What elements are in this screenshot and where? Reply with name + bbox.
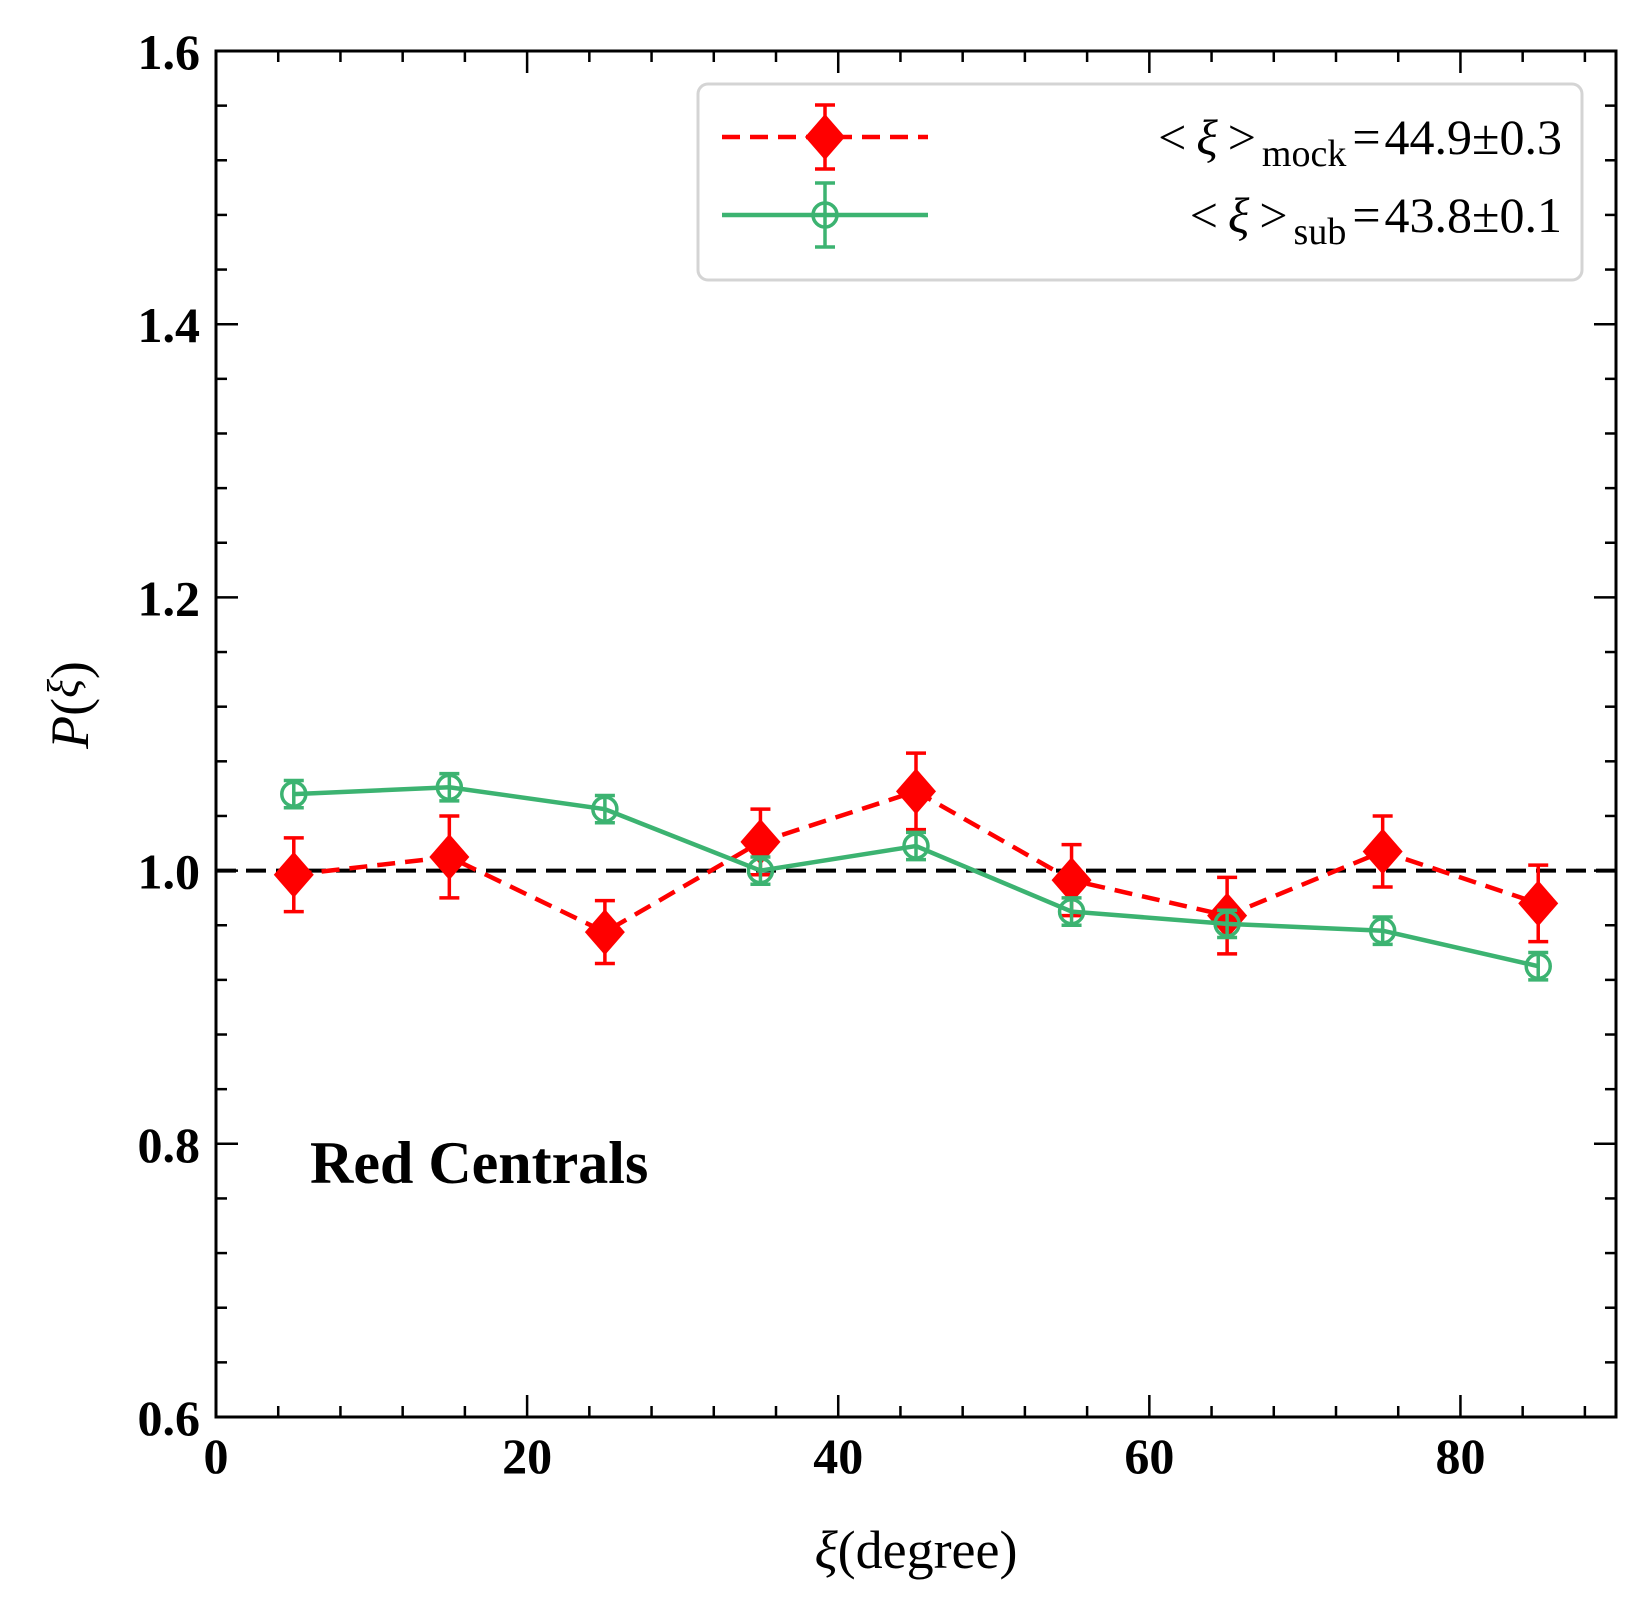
legend-label-part: < — [1158, 109, 1186, 165]
legend-label-part: < — [1190, 187, 1218, 243]
data-point-sub — [746, 856, 775, 885]
y-tick-label: 1.4 — [138, 297, 201, 353]
y-axis-close-paren: ) — [40, 661, 100, 679]
legend-item-mock: < ξ > mock =44.9±0.3 — [722, 103, 1562, 175]
series-sub — [280, 771, 1552, 982]
x-tick-label: 0 — [204, 1428, 229, 1484]
data-point-sub — [435, 773, 464, 802]
legend-label-part: mock — [1262, 133, 1346, 175]
legend-box — [696, 82, 1584, 282]
x-axis-title: ξ(degree) — [815, 1520, 1018, 1580]
data-point-mock — [896, 768, 936, 815]
data-point-sub — [280, 780, 308, 808]
legend-label-part: = — [1352, 187, 1380, 243]
data-point-mock — [584, 909, 625, 956]
y-axis-arg: ξ — [39, 679, 88, 698]
legend-marker-sub — [811, 201, 839, 229]
data-point-sub — [591, 795, 619, 823]
data-point-sub — [1213, 910, 1241, 938]
legend-label-part: 0.3 — [1500, 109, 1563, 165]
y-tick-label: 0.8 — [138, 1117, 201, 1173]
legend: < ξ > mock =44.9±0.3< ξ > sub =43.8±0.1 — [696, 82, 1584, 282]
legend-label-part: sub — [1294, 211, 1347, 253]
series-layer — [273, 751, 1559, 982]
data-point-sub — [1368, 916, 1397, 945]
legend-marker-mock — [805, 114, 845, 160]
legend-label-part: 0.1 — [1500, 187, 1563, 243]
legend-label-part: ξ — [1228, 187, 1250, 243]
legend-label-part: > — [1259, 187, 1287, 243]
y-axis-func: P — [40, 716, 100, 750]
x-tick-label: 80 — [1435, 1428, 1485, 1484]
x-tick-label: 20 — [502, 1428, 552, 1484]
data-point-mock — [740, 818, 781, 865]
y-axis-open-paren: ( — [40, 698, 100, 716]
minor-ticks — [216, 51, 1616, 1417]
legend-label-part: ± — [1472, 109, 1499, 165]
data-point-mock — [429, 833, 470, 880]
legend-label-sub: < ξ > sub =43.8±0.1 — [1190, 187, 1562, 253]
y-tick-label: 1.0 — [138, 844, 201, 900]
legend-label-part: = — [1352, 109, 1380, 165]
data-point-sub — [902, 832, 930, 860]
series-mock — [273, 751, 1559, 966]
legend-label-part: > — [1228, 109, 1256, 165]
y-tick-label: 0.6 — [138, 1390, 201, 1446]
y-axis-title: P(ξ) — [39, 661, 100, 750]
y-tick-labels: 0.6 0.8 1.0 1.2 1.4 1.6 — [138, 24, 201, 1446]
legend-label-mock: < ξ > mock =44.9±0.3 — [1158, 109, 1562, 175]
data-point-sub — [1524, 952, 1552, 980]
x-tick-label: 60 — [1124, 1428, 1174, 1484]
legend-item-sub: < ξ > sub =43.8±0.1 — [722, 181, 1562, 253]
data-point-mock — [1518, 880, 1559, 927]
panel-annotation: Red Centrals — [310, 1130, 648, 1196]
data-point-mock — [1051, 857, 1092, 904]
data-point-mock — [1362, 828, 1403, 875]
x-axis-symbol: ξ — [815, 1520, 839, 1580]
x-axis-unit: (degree) — [838, 1520, 1018, 1580]
x-tick-label: 40 — [813, 1428, 863, 1484]
legend-label-part: 43.8 — [1385, 187, 1473, 243]
x-tick-labels: 0 20 40 60 80 — [204, 1428, 1486, 1484]
data-point-sub — [1057, 897, 1086, 926]
legend-label-part: ± — [1472, 187, 1499, 243]
legend-label-part: 44.9 — [1385, 109, 1473, 165]
y-tick-label: 1.2 — [138, 570, 201, 626]
legend-label-part: ξ — [1196, 109, 1218, 165]
y-tick-label: 1.6 — [138, 24, 201, 80]
data-point-mock — [273, 851, 314, 898]
plot-frame — [214, 49, 1618, 1419]
